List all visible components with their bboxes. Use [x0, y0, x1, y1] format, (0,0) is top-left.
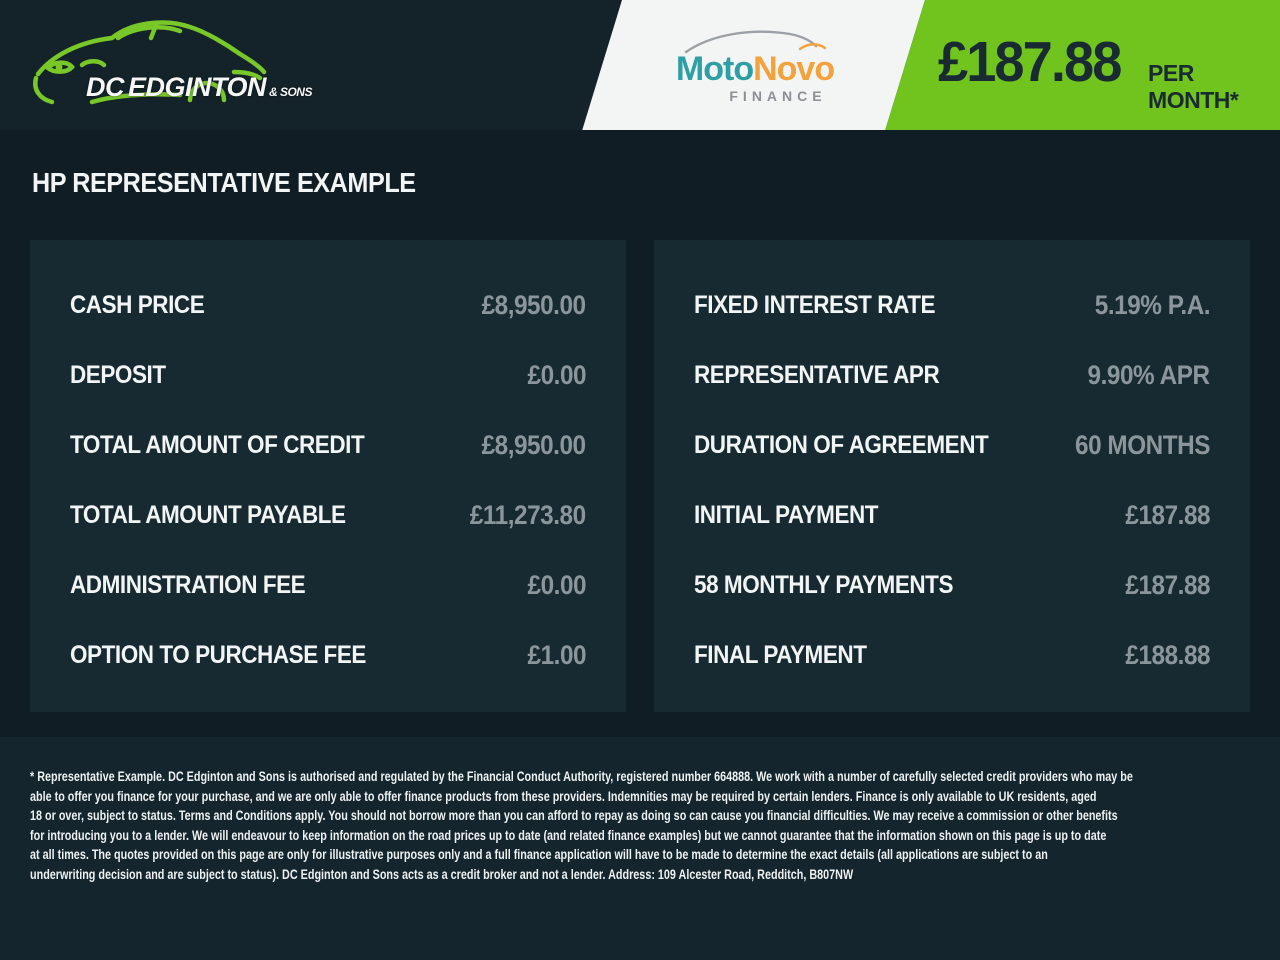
row-value: £8,950.00	[481, 289, 587, 320]
disclaimer-line: at all times. The quotes provided on thi…	[30, 847, 1048, 862]
row-label: DEPOSIT	[70, 360, 166, 389]
header: DC EDGINTON & SONS MotoNovo FINANCE £187.…	[0, 0, 1280, 130]
row-label: 58 MONTHLY PAYMENTS	[694, 570, 954, 599]
disclaimer-line: able to offer you finance for your purch…	[30, 788, 1097, 804]
finance-row-total-payable: TOTAL AMOUNT PAYABLE £11,273.80	[70, 480, 586, 550]
finance-row-total-credit: TOTAL AMOUNT OF CREDIT £8,950.00	[70, 410, 586, 480]
monthly-price-period: PER MONTH*	[1148, 60, 1239, 113]
row-label: INITIAL PAYMENT	[694, 500, 879, 529]
row-value: £11,273.80	[470, 499, 586, 530]
finance-panels: CASH PRICE £8,950.00 DEPOSIT £0.00 TOTAL…	[30, 240, 1250, 712]
dealer-logo: DC EDGINTON & SONS	[28, 10, 312, 122]
disclaimer-text: * Representative Example. DC Edginton an…	[0, 737, 1280, 884]
motonovo-finance-label: FINANCE	[729, 88, 827, 104]
disclaimer-line: * Representative Example. DC Edginton an…	[30, 769, 1133, 784]
dealer-name-text: DC EDGINTON & SONS	[86, 72, 312, 103]
finance-row-option-fee: OPTION TO PURCHASE FEE £1.00	[70, 620, 586, 690]
row-label: CASH PRICE	[70, 290, 205, 319]
dealer-dc: DC	[86, 72, 125, 102]
page-title: HP REPRESENTATIVE EXAMPLE	[32, 167, 416, 198]
row-value: £187.88	[1125, 499, 1210, 530]
row-value: 60 MONTHS	[1074, 429, 1210, 460]
row-value: 5.19% P.A.	[1094, 289, 1211, 320]
dealer-suffix: & SONS	[268, 85, 313, 99]
finance-row-admin-fee: ADMINISTRATION FEE £0.00	[70, 550, 586, 620]
row-label: TOTAL AMOUNT OF CREDIT	[70, 430, 365, 459]
finance-row-cash-price: CASH PRICE £8,950.00	[70, 270, 586, 340]
finance-panel-left: CASH PRICE £8,950.00 DEPOSIT £0.00 TOTAL…	[30, 240, 626, 712]
dealer-name: EDGINTON	[127, 72, 267, 102]
row-label: OPTION TO PURCHASE FEE	[70, 640, 366, 669]
disclaimer-line: underwriting decision and are subject to…	[30, 866, 854, 882]
row-value: £188.88	[1125, 639, 1210, 670]
monthly-price-amount: £187.88	[938, 30, 1122, 94]
finance-row-interest-rate: FIXED INTEREST RATE 5.19% P.A.	[694, 270, 1210, 340]
row-label: FIXED INTEREST RATE	[694, 290, 936, 319]
row-label: DURATION OF AGREEMENT	[694, 430, 989, 459]
row-value: £8,950.00	[481, 429, 587, 460]
price-banner: £187.88 PER MONTH*	[938, 32, 1280, 114]
motonovo-logo: MotoNovo FINANCE	[655, 26, 855, 104]
motonovo-novo: Novo	[753, 50, 835, 88]
disclaimer-line: for introducing you to a lender. We will…	[30, 827, 1107, 843]
finance-row-duration: DURATION OF AGREEMENT 60 MONTHS	[694, 410, 1210, 480]
row-value: £0.00	[527, 569, 586, 600]
finance-row-monthly-payments: 58 MONTHLY PAYMENTS £187.88	[694, 550, 1210, 620]
finance-row-initial-payment: INITIAL PAYMENT £187.88	[694, 480, 1210, 550]
row-value: 9.90% APR	[1087, 359, 1210, 390]
car-swoosh-icon	[655, 26, 855, 56]
finance-row-apr: REPRESENTATIVE APR 9.90% APR	[694, 340, 1210, 410]
footer: * Representative Example. DC Edginton an…	[0, 737, 1280, 960]
row-label: TOTAL AMOUNT PAYABLE	[70, 500, 346, 529]
row-label: ADMINISTRATION FEE	[70, 570, 306, 599]
disclaimer-line: 18 or over, subject to status. Terms and…	[30, 808, 1118, 823]
motonovo-moto: Moto	[675, 50, 754, 88]
finance-row-final-payment: FINAL PAYMENT £188.88	[694, 620, 1210, 690]
row-value: £0.00	[527, 359, 586, 390]
finance-panel-right: FIXED INTEREST RATE 5.19% P.A. REPRESENT…	[654, 240, 1250, 712]
motonovo-wordmark: MotoNovo	[655, 52, 855, 86]
row-label: FINAL PAYMENT	[694, 640, 867, 669]
row-value: £1.00	[527, 639, 586, 670]
finance-row-deposit: DEPOSIT £0.00	[70, 340, 586, 410]
row-label: REPRESENTATIVE APR	[694, 360, 940, 389]
row-value: £187.88	[1125, 569, 1210, 600]
